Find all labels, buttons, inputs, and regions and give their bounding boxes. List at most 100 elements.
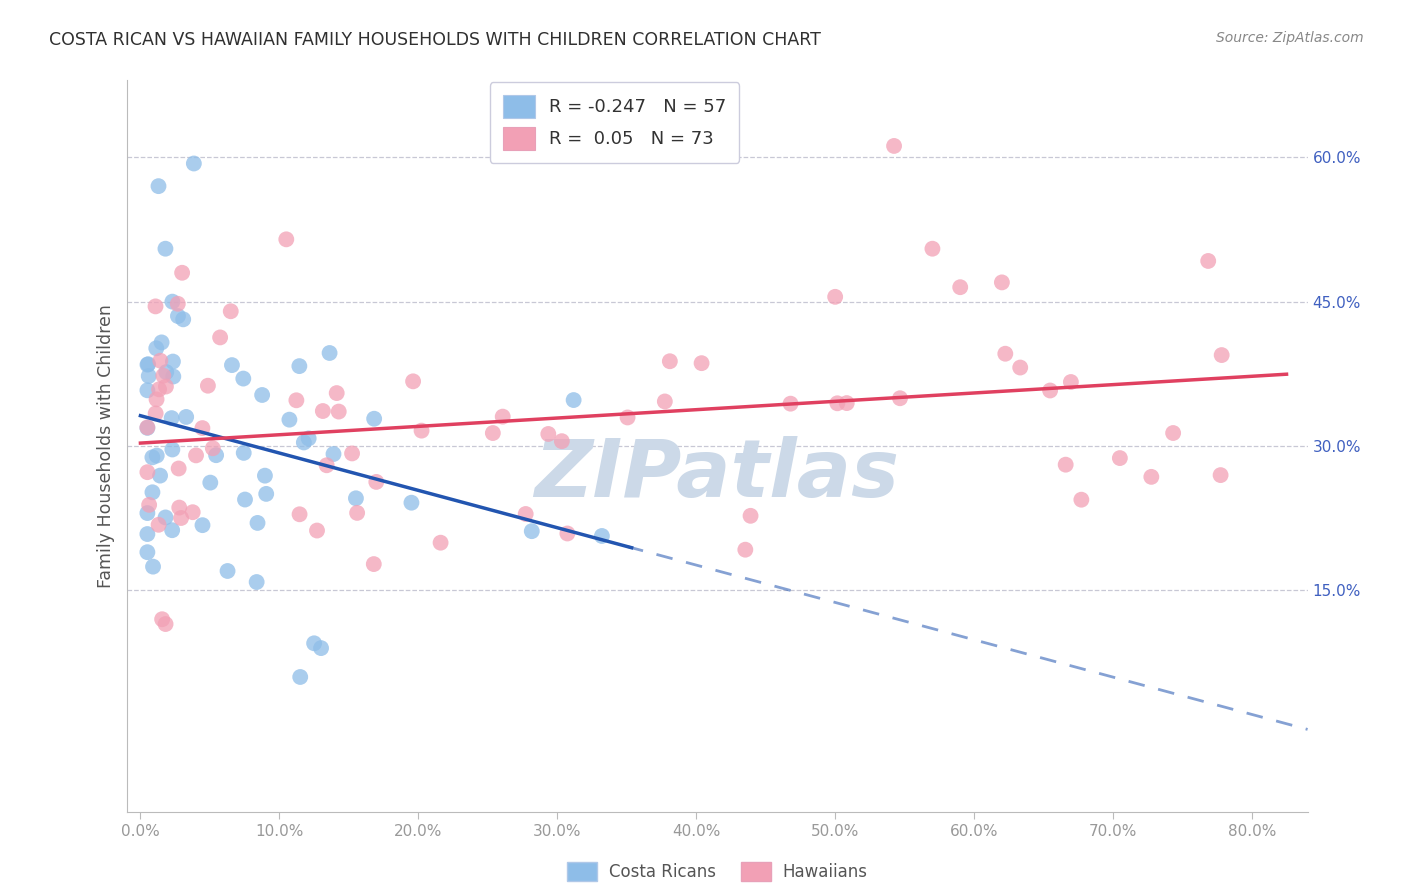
Point [734, 542, 756, 557]
Point [824, 290, 846, 304]
Point [366, 475, 388, 489]
Point [141, 485, 163, 500]
Point [155, 365, 177, 379]
Point [1010, 360, 1032, 375]
Point [136, 420, 159, 434]
Point [201, 442, 224, 456]
Point [197, 378, 219, 392]
Point [302, 636, 325, 650]
Point [138, 498, 160, 512]
Point [148, 517, 170, 532]
Point [148, 179, 170, 194]
Point [184, 449, 207, 463]
Point [889, 391, 911, 405]
Point [138, 369, 160, 384]
Point [340, 446, 363, 460]
Point [305, 524, 328, 538]
Point [328, 404, 350, 418]
Point [219, 304, 242, 318]
Point [160, 523, 183, 537]
Point [145, 406, 167, 420]
Point [160, 411, 183, 425]
Point [290, 670, 312, 684]
Point [779, 397, 801, 411]
Point [827, 396, 849, 410]
Point [183, 156, 205, 170]
Point [162, 442, 184, 457]
Point [145, 299, 167, 313]
Point [155, 379, 177, 393]
Point [288, 359, 311, 373]
Point [921, 242, 943, 256]
Point [167, 309, 190, 323]
Point [325, 386, 347, 401]
Point [616, 410, 638, 425]
Point [537, 427, 560, 442]
Point [136, 384, 159, 398]
Point [515, 507, 537, 521]
Point [292, 435, 315, 450]
Point [172, 312, 194, 326]
Point [298, 431, 321, 445]
Point [991, 276, 1014, 290]
Point [401, 496, 423, 510]
Point [1211, 348, 1233, 362]
Point [994, 347, 1017, 361]
Point [232, 371, 254, 385]
Point [149, 353, 172, 368]
Point [363, 411, 385, 425]
Point [309, 641, 332, 656]
Point [551, 434, 574, 449]
Point [233, 492, 256, 507]
Point [1039, 384, 1062, 398]
Point [136, 358, 159, 372]
Point [363, 557, 385, 571]
Point [162, 354, 184, 368]
Point [145, 449, 167, 463]
Point [520, 524, 543, 538]
Point [246, 574, 269, 589]
Point [170, 511, 193, 525]
Point [288, 508, 311, 522]
Point [145, 392, 167, 407]
Point [429, 535, 451, 549]
Point [949, 280, 972, 294]
Point [148, 382, 170, 396]
Point [315, 458, 337, 473]
Point [232, 446, 254, 460]
Point [344, 491, 367, 506]
Point [883, 139, 905, 153]
Point [142, 559, 165, 574]
Point [246, 516, 269, 530]
Point [1197, 254, 1219, 268]
Point [740, 508, 762, 523]
Legend: Costa Ricans, Hawaiians: Costa Ricans, Hawaiians [560, 855, 875, 888]
Point [1108, 451, 1130, 466]
Point [162, 294, 184, 309]
Point [209, 330, 232, 344]
Point [200, 475, 222, 490]
Point [1161, 425, 1184, 440]
Point [312, 404, 335, 418]
Point [141, 450, 163, 465]
Point [136, 506, 159, 520]
Point [191, 518, 214, 533]
Point [276, 232, 298, 246]
Point [402, 375, 425, 389]
Text: ZIPatlas: ZIPatlas [534, 436, 900, 515]
Point [166, 297, 188, 311]
Point [1054, 458, 1077, 472]
Point [136, 545, 159, 559]
Point [217, 564, 239, 578]
Point [136, 421, 159, 435]
Point [835, 396, 858, 410]
Point [150, 612, 173, 626]
Point [285, 393, 308, 408]
Y-axis label: Family Households with Children: Family Households with Children [97, 304, 115, 588]
Point [1070, 492, 1092, 507]
Point [658, 354, 681, 368]
Point [174, 409, 197, 424]
Point [253, 468, 276, 483]
Point [162, 369, 184, 384]
Text: Source: ZipAtlas.com: Source: ZipAtlas.com [1216, 31, 1364, 45]
